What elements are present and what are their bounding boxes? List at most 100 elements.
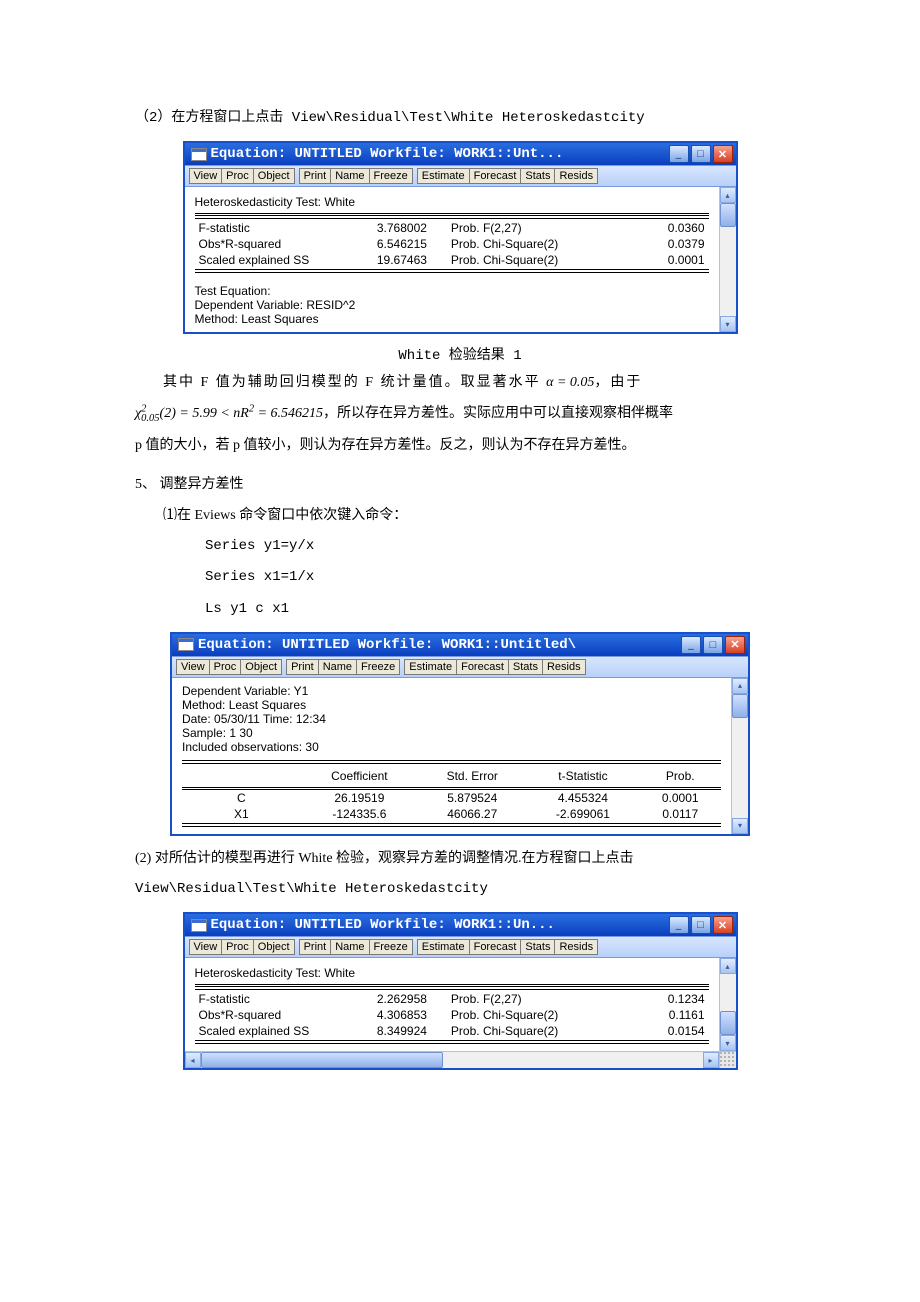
stat-row: Obs*R-squared6.546215Prob. Chi-Square(2)… bbox=[195, 236, 709, 252]
scroll-up-icon[interactable]: ▴ bbox=[720, 958, 736, 974]
vertical-scrollbar[interactable]: ▴ ▾ bbox=[719, 187, 736, 332]
object-button[interactable]: Object bbox=[253, 168, 295, 184]
resids-button[interactable]: Resids bbox=[554, 939, 598, 955]
window-icon bbox=[191, 919, 207, 932]
regression-header: Dependent Variable: Y1Method: Least Squa… bbox=[182, 684, 721, 754]
estimate-button[interactable]: Estimate bbox=[404, 659, 456, 675]
view-button[interactable]: View bbox=[189, 939, 222, 955]
header-line: Dependent Variable: Y1 bbox=[182, 684, 721, 698]
section-5-2b: View\Residual\Test\White Heteroskedastci… bbox=[135, 877, 785, 902]
vertical-scrollbar[interactable]: ▴ ▾ bbox=[719, 958, 736, 1051]
resids-button[interactable]: Resids bbox=[542, 659, 586, 675]
footer-line: Dependent Variable: RESID^2 bbox=[195, 298, 709, 312]
vertical-scrollbar[interactable]: ▴ ▾ bbox=[731, 678, 748, 834]
test-title: Heteroskedasticity Test: White bbox=[195, 193, 709, 214]
scroll-up-icon[interactable]: ▴ bbox=[732, 678, 748, 694]
test-equation-info: Test Equation:Dependent Variable: RESID^… bbox=[195, 284, 709, 326]
freeze-button[interactable]: Freeze bbox=[369, 168, 413, 184]
freeze-button[interactable]: Freeze bbox=[356, 659, 400, 675]
table-header-row: CoefficientStd. Errort-StatisticProb. bbox=[182, 765, 721, 788]
close-button[interactable]: ✕ bbox=[725, 636, 745, 654]
header-line: Method: Least Squares bbox=[182, 698, 721, 712]
scroll-thumb[interactable] bbox=[720, 203, 736, 227]
coefficient-table: CoefficientStd. Errort-StatisticProb. C26… bbox=[182, 765, 721, 822]
scroll-right-icon[interactable]: ▸ bbox=[703, 1052, 719, 1068]
view-button[interactable]: View bbox=[176, 659, 209, 675]
print-button[interactable]: Print bbox=[299, 939, 331, 955]
titlebar[interactable]: Equation: UNTITLED Workfile: WORK1::Un..… bbox=[185, 914, 736, 936]
name-button[interactable]: Name bbox=[318, 659, 356, 675]
footer-line: Method: Least Squares bbox=[195, 312, 709, 326]
name-button[interactable]: Name bbox=[330, 168, 368, 184]
header-line: Date: 05/30/11 Time: 12:34 bbox=[182, 712, 721, 726]
estimate-button[interactable]: Estimate bbox=[417, 939, 469, 955]
eviews-window-white-test-2: Equation: UNTITLED Workfile: WORK1::Un..… bbox=[183, 912, 738, 1070]
window-title: Equation: UNTITLED Workfile: WORK1::Un..… bbox=[211, 917, 669, 933]
stats-button[interactable]: Stats bbox=[508, 659, 542, 675]
maximize-button[interactable]: □ bbox=[703, 636, 723, 654]
caption-1: White 检验结果 1 bbox=[135, 344, 785, 364]
proc-button[interactable]: Proc bbox=[221, 939, 253, 955]
command-1: Series y1=y/x bbox=[205, 534, 785, 559]
toolbar: ViewProcObjectPrintNameFreezeEstimateFor… bbox=[172, 656, 748, 678]
scroll-thumb[interactable] bbox=[732, 694, 748, 718]
forecast-button[interactable]: Forecast bbox=[469, 939, 521, 955]
resize-grip[interactable] bbox=[719, 1052, 736, 1068]
para1a: 其中 F 值为辅助回归模型的 F 统计量值。取显著水平 bbox=[163, 375, 546, 390]
stat-row: Obs*R-squared4.306853Prob. Chi-Square(2)… bbox=[195, 1007, 709, 1023]
section-5-1: ⑴在 Eviews 命令窗口中依次键入命令： bbox=[163, 503, 785, 528]
scroll-down-icon[interactable]: ▾ bbox=[720, 1035, 736, 1051]
forecast-button[interactable]: Forecast bbox=[456, 659, 508, 675]
test-title: Heteroskedasticity Test: White bbox=[195, 964, 709, 985]
name-button[interactable]: Name bbox=[330, 939, 368, 955]
hscroll-thumb[interactable] bbox=[201, 1052, 444, 1068]
scroll-down-icon[interactable]: ▾ bbox=[732, 818, 748, 834]
content-area: Heteroskedasticity Test: White F-statist… bbox=[185, 187, 719, 332]
scroll-left-icon[interactable]: ◂ bbox=[185, 1052, 201, 1068]
object-button[interactable]: Object bbox=[253, 939, 295, 955]
close-button[interactable]: ✕ bbox=[713, 916, 733, 934]
coefficient-row: X1-124335.646066.27-2.6990610.0117 bbox=[182, 806, 721, 822]
stats-button[interactable]: Stats bbox=[520, 168, 554, 184]
content-area: Dependent Variable: Y1Method: Least Squa… bbox=[172, 678, 731, 834]
footer-line: Test Equation: bbox=[195, 284, 709, 298]
proc-button[interactable]: Proc bbox=[221, 168, 253, 184]
stats-button[interactable]: Stats bbox=[520, 939, 554, 955]
eviews-window-regression: Equation: UNTITLED Workfile: WORK1::Unti… bbox=[170, 632, 750, 836]
window-icon bbox=[178, 638, 194, 651]
proc-button[interactable]: Proc bbox=[209, 659, 241, 675]
stats-table: F-statistic3.768002Prob. F(2,27)0.0360Ob… bbox=[195, 220, 709, 268]
view-button[interactable]: View bbox=[189, 168, 222, 184]
stats-table: F-statistic2.262958Prob. F(2,27)0.1234Ob… bbox=[195, 991, 709, 1039]
object-button[interactable]: Object bbox=[240, 659, 282, 675]
eviews-window-white-test-1: Equation: UNTITLED Workfile: WORK1::Unt.… bbox=[183, 141, 738, 334]
forecast-button[interactable]: Forecast bbox=[469, 168, 521, 184]
minimize-button[interactable]: _ bbox=[669, 916, 689, 934]
titlebar[interactable]: Equation: UNTITLED Workfile: WORK1::Unt.… bbox=[185, 143, 736, 165]
maximize-button[interactable]: □ bbox=[691, 145, 711, 163]
coefficient-row: C26.195195.8795244.4553240.0001 bbox=[182, 790, 721, 806]
stat-row: Scaled explained SS19.67463Prob. Chi-Squ… bbox=[195, 252, 709, 268]
print-button[interactable]: Print bbox=[286, 659, 318, 675]
step-2-text: （2）在方程窗口上点击 View\Residual\Test\White Het… bbox=[135, 106, 785, 131]
scroll-down-icon[interactable]: ▾ bbox=[720, 316, 736, 332]
window-title: Equation: UNTITLED Workfile: WORK1::Unt.… bbox=[211, 146, 669, 162]
scroll-up-icon[interactable]: ▴ bbox=[720, 187, 736, 203]
close-button[interactable]: ✕ bbox=[713, 145, 733, 163]
horizontal-scrollbar[interactable]: ◂ ▸ bbox=[185, 1051, 736, 1068]
resids-button[interactable]: Resids bbox=[554, 168, 598, 184]
minimize-button[interactable]: _ bbox=[669, 145, 689, 163]
section-5-title: 5、 调整异方差性 bbox=[135, 472, 785, 497]
estimate-button[interactable]: Estimate bbox=[417, 168, 469, 184]
explanation-para-1: 其中 F 值为辅助回归模型的 F 统计量值。取显著水平 = 0.05，由于 bbox=[135, 370, 785, 395]
maximize-button[interactable]: □ bbox=[691, 916, 711, 934]
command-3: Ls y1 c x1 bbox=[205, 597, 785, 622]
stat-row: F-statistic3.768002Prob. F(2,27)0.0360 bbox=[195, 220, 709, 236]
print-button[interactable]: Print bbox=[299, 168, 331, 184]
titlebar[interactable]: Equation: UNTITLED Workfile: WORK1::Unti… bbox=[172, 634, 748, 656]
scroll-thumb[interactable] bbox=[720, 1011, 736, 1035]
stat-row: Scaled explained SS8.349924Prob. Chi-Squ… bbox=[195, 1023, 709, 1039]
minimize-button[interactable]: _ bbox=[681, 636, 701, 654]
freeze-button[interactable]: Freeze bbox=[369, 939, 413, 955]
section-5-2a: (2) 对所估计的模型再进行 White 检验，观察异方差的调整情况.在方程窗口… bbox=[135, 846, 785, 871]
